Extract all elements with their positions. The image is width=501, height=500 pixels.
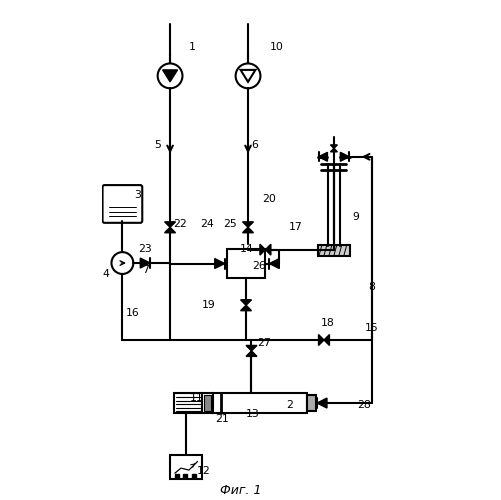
Polygon shape [270,258,279,268]
Text: 20: 20 [263,194,277,204]
Bar [202,392,213,413]
Text: 6: 6 [251,140,258,150]
Text: 26: 26 [253,260,267,270]
Polygon shape [340,152,349,162]
Bar [170,455,202,479]
Text: 5: 5 [154,140,161,150]
Polygon shape [324,334,330,345]
Bar [173,392,202,413]
Text: 8: 8 [369,282,376,292]
Text: 27: 27 [258,338,271,348]
Polygon shape [331,145,337,148]
Bar [213,392,307,413]
Polygon shape [165,228,175,233]
Polygon shape [317,398,327,408]
Polygon shape [240,300,252,305]
Text: 12: 12 [196,466,210,475]
Text: 17: 17 [288,222,302,232]
Bar [226,248,266,278]
Text: 13: 13 [246,410,260,420]
Text: 1: 1 [188,42,195,52]
Polygon shape [165,222,175,228]
Text: 18: 18 [321,318,334,328]
Bar [307,394,316,411]
Polygon shape [240,305,252,310]
Text: 3: 3 [134,190,141,200]
Text: 22: 22 [173,219,187,229]
Polygon shape [331,148,337,152]
Polygon shape [163,70,177,82]
Polygon shape [246,351,257,356]
Polygon shape [319,334,324,345]
Polygon shape [266,244,271,255]
Text: 19: 19 [201,300,215,310]
Text: 4: 4 [102,270,109,280]
Polygon shape [140,258,150,268]
Polygon shape [260,244,266,255]
Polygon shape [242,228,254,233]
Text: Фиг. 1: Фиг. 1 [220,484,262,497]
Polygon shape [240,70,256,82]
Text: 2: 2 [286,400,293,409]
Text: 14: 14 [239,244,254,254]
Text: 25: 25 [223,219,236,229]
Text: 15: 15 [365,323,379,333]
Text: 9: 9 [352,212,359,222]
Bar [204,395,211,411]
Text: 24: 24 [200,219,214,229]
Polygon shape [242,222,254,228]
Bar [318,244,350,256]
Text: 23: 23 [138,244,152,254]
Text: 11: 11 [190,392,204,402]
Text: 7: 7 [142,266,149,276]
Text: 16: 16 [125,308,139,318]
Polygon shape [319,152,328,162]
Text: 28: 28 [357,400,371,409]
Text: 21: 21 [215,414,228,424]
Text: 10: 10 [270,42,283,52]
FancyBboxPatch shape [103,185,142,223]
Polygon shape [215,258,224,268]
Polygon shape [246,346,257,351]
